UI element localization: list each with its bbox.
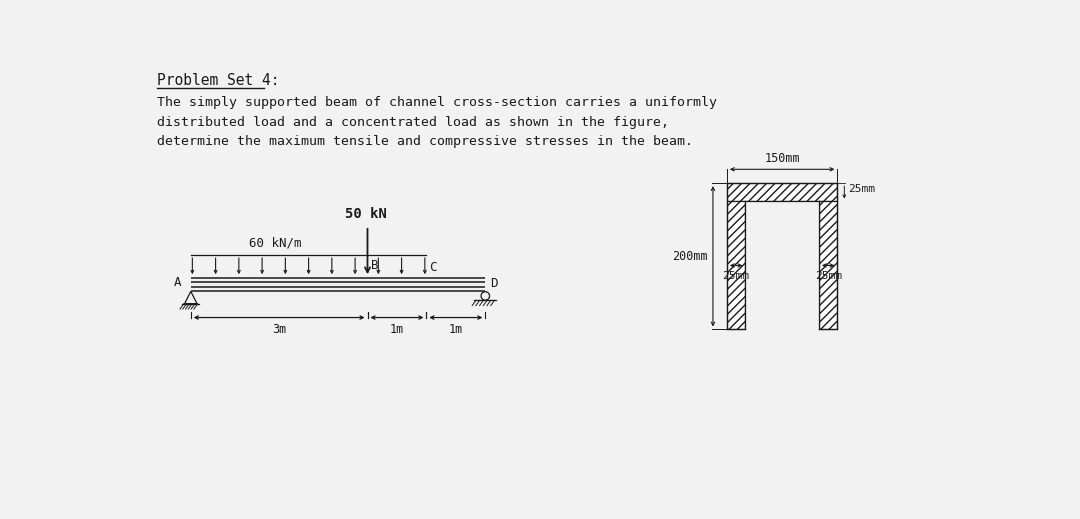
Text: 25mm: 25mm bbox=[848, 184, 875, 194]
Text: determine the maximum tensile and compressive stresses in the beam.: determine the maximum tensile and compre… bbox=[157, 135, 692, 148]
Text: 1m: 1m bbox=[390, 323, 404, 336]
Polygon shape bbox=[745, 201, 819, 330]
Text: 60 kN/m: 60 kN/m bbox=[249, 237, 301, 250]
Text: 50 kN: 50 kN bbox=[345, 207, 387, 221]
Text: 3m: 3m bbox=[272, 323, 286, 336]
Text: The simply supported beam of channel cross-section carries a uniformly: The simply supported beam of channel cro… bbox=[157, 96, 717, 109]
Text: B: B bbox=[370, 259, 378, 272]
Text: 25mm: 25mm bbox=[723, 271, 750, 281]
Text: 150mm: 150mm bbox=[765, 152, 800, 165]
Text: 200mm: 200mm bbox=[672, 250, 707, 263]
Text: 1m: 1m bbox=[448, 323, 463, 336]
Polygon shape bbox=[727, 183, 837, 201]
Text: 25mm: 25mm bbox=[814, 271, 841, 281]
Polygon shape bbox=[819, 201, 837, 330]
Polygon shape bbox=[727, 201, 745, 330]
Text: distributed load and a concentrated load as shown in the figure,: distributed load and a concentrated load… bbox=[157, 116, 669, 129]
Text: A: A bbox=[174, 276, 181, 289]
Text: D: D bbox=[490, 277, 498, 290]
Text: Problem Set 4:: Problem Set 4: bbox=[157, 73, 280, 88]
Text: C: C bbox=[429, 261, 436, 274]
